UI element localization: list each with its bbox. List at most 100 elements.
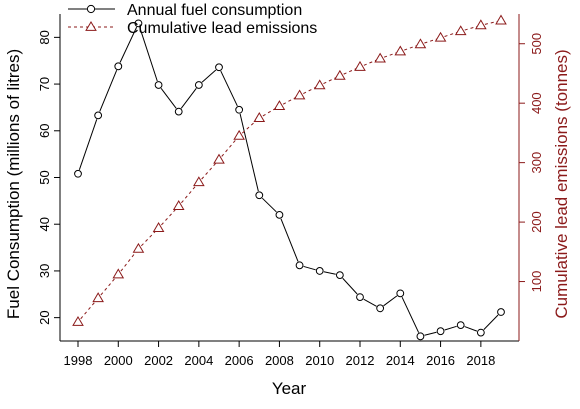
lead-emissions-line-segment bbox=[161, 208, 177, 226]
x-tick-label: 2004 bbox=[184, 353, 213, 368]
lead-emissions-line-segment bbox=[444, 32, 457, 37]
x-tick-label: 2006 bbox=[225, 353, 254, 368]
fuel-consumption-line-segment bbox=[383, 295, 398, 307]
fuel-consumption-point bbox=[436, 327, 445, 336]
lead-emissions-point bbox=[112, 268, 125, 279]
lead-emissions-point bbox=[233, 129, 245, 140]
fuel-consumption-line-segment bbox=[464, 326, 478, 332]
fuel-consumption-line-segment bbox=[401, 296, 420, 333]
x-axis-label: Year bbox=[272, 379, 307, 398]
fuel-consumption-line-segment bbox=[363, 298, 377, 307]
fuel-consumption-line-segment bbox=[220, 70, 238, 107]
fuel-consumption-line-segment bbox=[239, 113, 259, 192]
fuel-consumption-line-segment bbox=[444, 325, 457, 331]
fuel-consumption-point bbox=[154, 81, 163, 89]
fuel-consumption-line-segment bbox=[424, 331, 437, 336]
fuel-consumption-line-segment bbox=[483, 314, 499, 330]
lead-emissions-line-segment bbox=[120, 251, 137, 272]
fuel-consumption-point bbox=[376, 304, 385, 313]
legend-marker-fuel-consumption bbox=[86, 4, 96, 14]
x-tick-label: 2016 bbox=[426, 353, 455, 368]
fuel-consumption-point bbox=[275, 210, 284, 219]
fuel-consumption-point bbox=[114, 62, 123, 71]
right-y-tick-label: 500 bbox=[529, 33, 544, 55]
lead-emissions-line-segment bbox=[343, 68, 357, 75]
lead-emissions-point bbox=[414, 38, 427, 49]
lead-emissions-line-segment bbox=[484, 21, 498, 25]
lead-emissions-point bbox=[313, 79, 326, 90]
lead-emissions-line-segment bbox=[100, 277, 116, 296]
lead-emissions-point bbox=[132, 242, 145, 253]
fuel-consumption-point bbox=[134, 19, 143, 28]
x-tick-label: 2018 bbox=[466, 353, 495, 368]
lead-emissions-point bbox=[354, 60, 366, 71]
x-tick-label: 2010 bbox=[305, 353, 334, 368]
left-y-tick-label: 20 bbox=[37, 310, 52, 324]
lead-emissions-line-segment bbox=[383, 52, 397, 58]
lead-emissions-point bbox=[374, 52, 386, 63]
lead-emissions-point bbox=[152, 222, 165, 232]
lead-emissions-line-segment bbox=[363, 59, 377, 66]
lead-emissions-point bbox=[495, 14, 507, 25]
fuel-consumption-point bbox=[416, 332, 425, 341]
left-y-tick-label: 30 bbox=[37, 264, 52, 278]
fuel-consumption-point bbox=[456, 321, 465, 330]
lead-emissions-point bbox=[193, 176, 205, 187]
x-tick-label: 2002 bbox=[144, 353, 173, 368]
fuel-consumption-point bbox=[396, 289, 405, 298]
lead-emissions-point bbox=[334, 69, 346, 80]
fuel-consumption-point bbox=[74, 169, 82, 178]
fuel-consumption-line-segment bbox=[303, 265, 316, 271]
left-y-axis-label: Fuel Consumption (millions of litres) bbox=[4, 49, 23, 319]
lead-emissions-point bbox=[92, 292, 104, 303]
right-y-tick-label: 200 bbox=[529, 211, 544, 233]
lead-emissions-point bbox=[253, 112, 266, 122]
lead-emissions-line-segment bbox=[323, 77, 337, 85]
lead-emissions-point bbox=[293, 89, 306, 100]
fuel-consumption-point bbox=[476, 328, 485, 337]
legend-label-lead-emissions: Cumulative lead emissions bbox=[127, 20, 317, 37]
fuel-consumption-point bbox=[356, 293, 364, 301]
lead-emissions-line-segment bbox=[464, 26, 477, 31]
fuel-consumption-line-segment bbox=[201, 69, 217, 83]
right-y-tick-label: 300 bbox=[529, 152, 544, 174]
lead-emissions-line-segment bbox=[282, 96, 297, 105]
fuel-consumption-line-segment bbox=[139, 27, 158, 82]
lead-emissions-point bbox=[434, 31, 447, 42]
fuel-consumption-line-segment bbox=[78, 119, 98, 170]
lead-emissions-point bbox=[454, 25, 467, 36]
lead-emissions-point bbox=[394, 45, 407, 56]
lead-emissions-line-segment bbox=[241, 120, 257, 134]
lead-emissions-point bbox=[273, 100, 286, 111]
x-tick-label: 2008 bbox=[265, 353, 294, 368]
fuel-consumption-point bbox=[335, 271, 344, 280]
left-y-tick-label: 60 bbox=[37, 124, 52, 138]
lead-emissions-line-segment bbox=[404, 45, 417, 51]
lead-emissions-line-segment bbox=[80, 301, 96, 320]
lead-emissions-line-segment bbox=[221, 138, 237, 157]
left-y-tick-label: 50 bbox=[37, 170, 52, 184]
fuel-consumption-point bbox=[497, 308, 505, 316]
lead-emissions-line-segment bbox=[181, 185, 197, 204]
legend-label-fuel-consumption: Annual fuel consumption bbox=[127, 2, 302, 19]
lead-emissions-line-segment bbox=[262, 107, 277, 117]
fuel-consumption-point bbox=[315, 267, 324, 275]
fuel-consumption-line-segment bbox=[119, 26, 138, 63]
fuel-consumption-line-segment bbox=[160, 88, 177, 109]
lead-emissions-point bbox=[172, 200, 185, 210]
fuel-consumption-point bbox=[295, 261, 304, 270]
left-y-tick-label: 40 bbox=[37, 217, 52, 231]
left-y-tick-label: 70 bbox=[37, 77, 52, 91]
fuel-consumption-line-segment bbox=[99, 70, 118, 112]
fuel-consumption-line-segment bbox=[280, 218, 299, 262]
x-tick-label: 2000 bbox=[104, 353, 133, 368]
lead-emissions-line-segment bbox=[303, 86, 317, 95]
fuel-consumption-line-segment bbox=[323, 271, 336, 275]
x-tick-label: 1998 bbox=[64, 353, 93, 368]
fuel-consumption-line-segment bbox=[261, 197, 277, 213]
fuel-consumption-point bbox=[174, 107, 183, 116]
x-tick-label: 2014 bbox=[386, 353, 415, 368]
fuel-consumption-line-segment bbox=[180, 88, 197, 109]
fuel-consumption-point bbox=[215, 63, 223, 72]
